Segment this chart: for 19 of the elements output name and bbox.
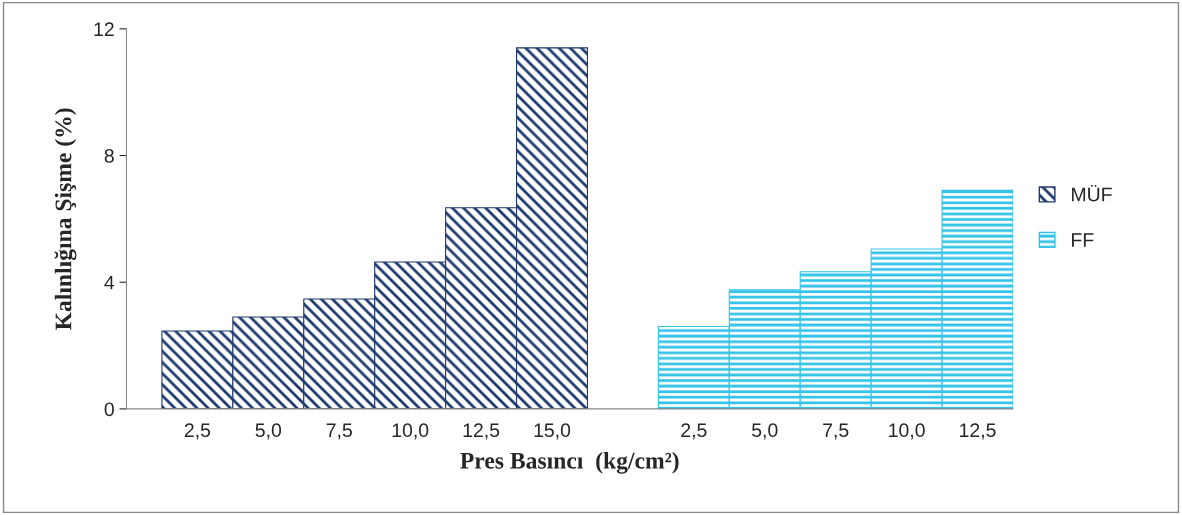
- x-tick-label: 5,0: [255, 423, 282, 440]
- x-tick-label: 2,5: [681, 423, 707, 440]
- y-axis-title: Kalınlığına Şişme (%): [54, 108, 77, 330]
- y-tick-label: 12: [94, 22, 114, 36]
- y-tick-label: 4: [104, 275, 115, 290]
- legend-label: MÜF: [1072, 184, 1112, 202]
- x-tick-label: 10,0: [392, 423, 429, 440]
- y-tick-label: 0: [104, 402, 114, 417]
- x-axis-title: Pres Basıncı (kg/cm²): [460, 452, 679, 474]
- x-tick-label: 15,0: [534, 423, 571, 440]
- x-tick-label: 7,5: [823, 423, 849, 440]
- y-tick-label: 8: [104, 149, 114, 163]
- legend-label: FF: [1072, 233, 1094, 247]
- x-tick-label: 12,5: [463, 423, 500, 440]
- x-tick-label: 12,5: [960, 423, 996, 440]
- x-tick-label: 5,0: [752, 423, 778, 440]
- x-tick-label: 2,5: [184, 423, 211, 440]
- x-tick-label: 10,0: [889, 423, 925, 440]
- x-tick-label: 7,5: [326, 423, 352, 440]
